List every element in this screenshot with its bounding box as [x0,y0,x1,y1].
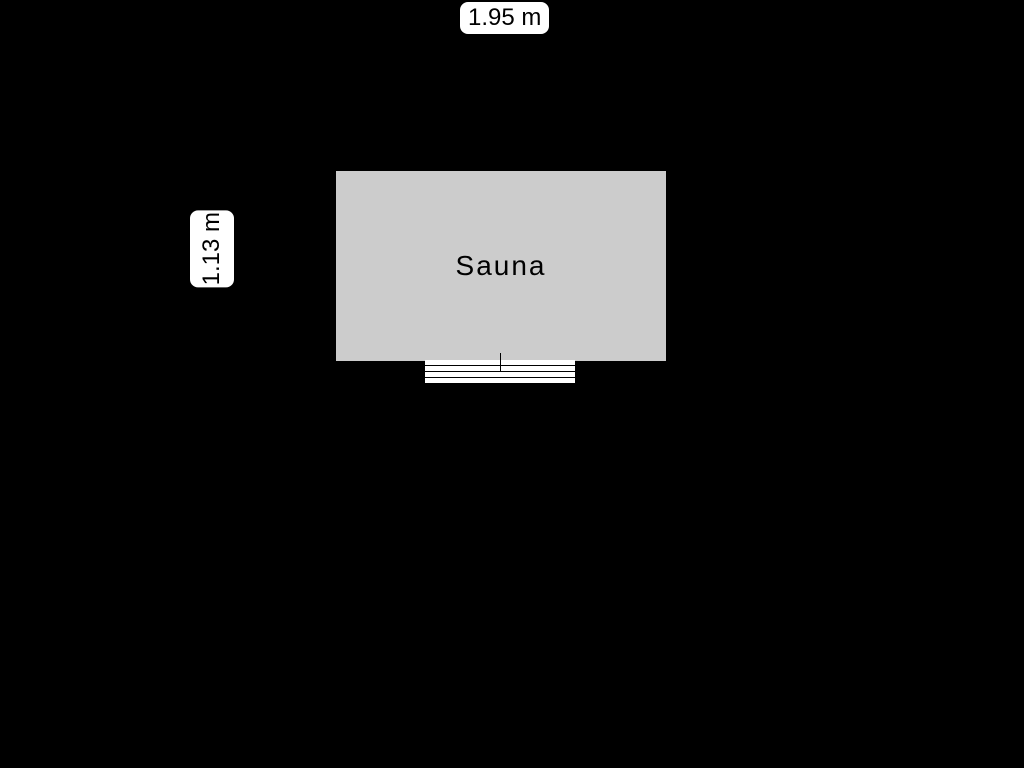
stair-tread [425,378,575,383]
sauna-room: Sauna [335,170,667,362]
dimension-width-label: 1.95 m [460,2,549,34]
threshold-center-line [500,353,501,371]
door-threshold [425,360,575,383]
room-label: Sauna [456,250,547,282]
dimension-height-label: 1.13 m [190,210,234,287]
